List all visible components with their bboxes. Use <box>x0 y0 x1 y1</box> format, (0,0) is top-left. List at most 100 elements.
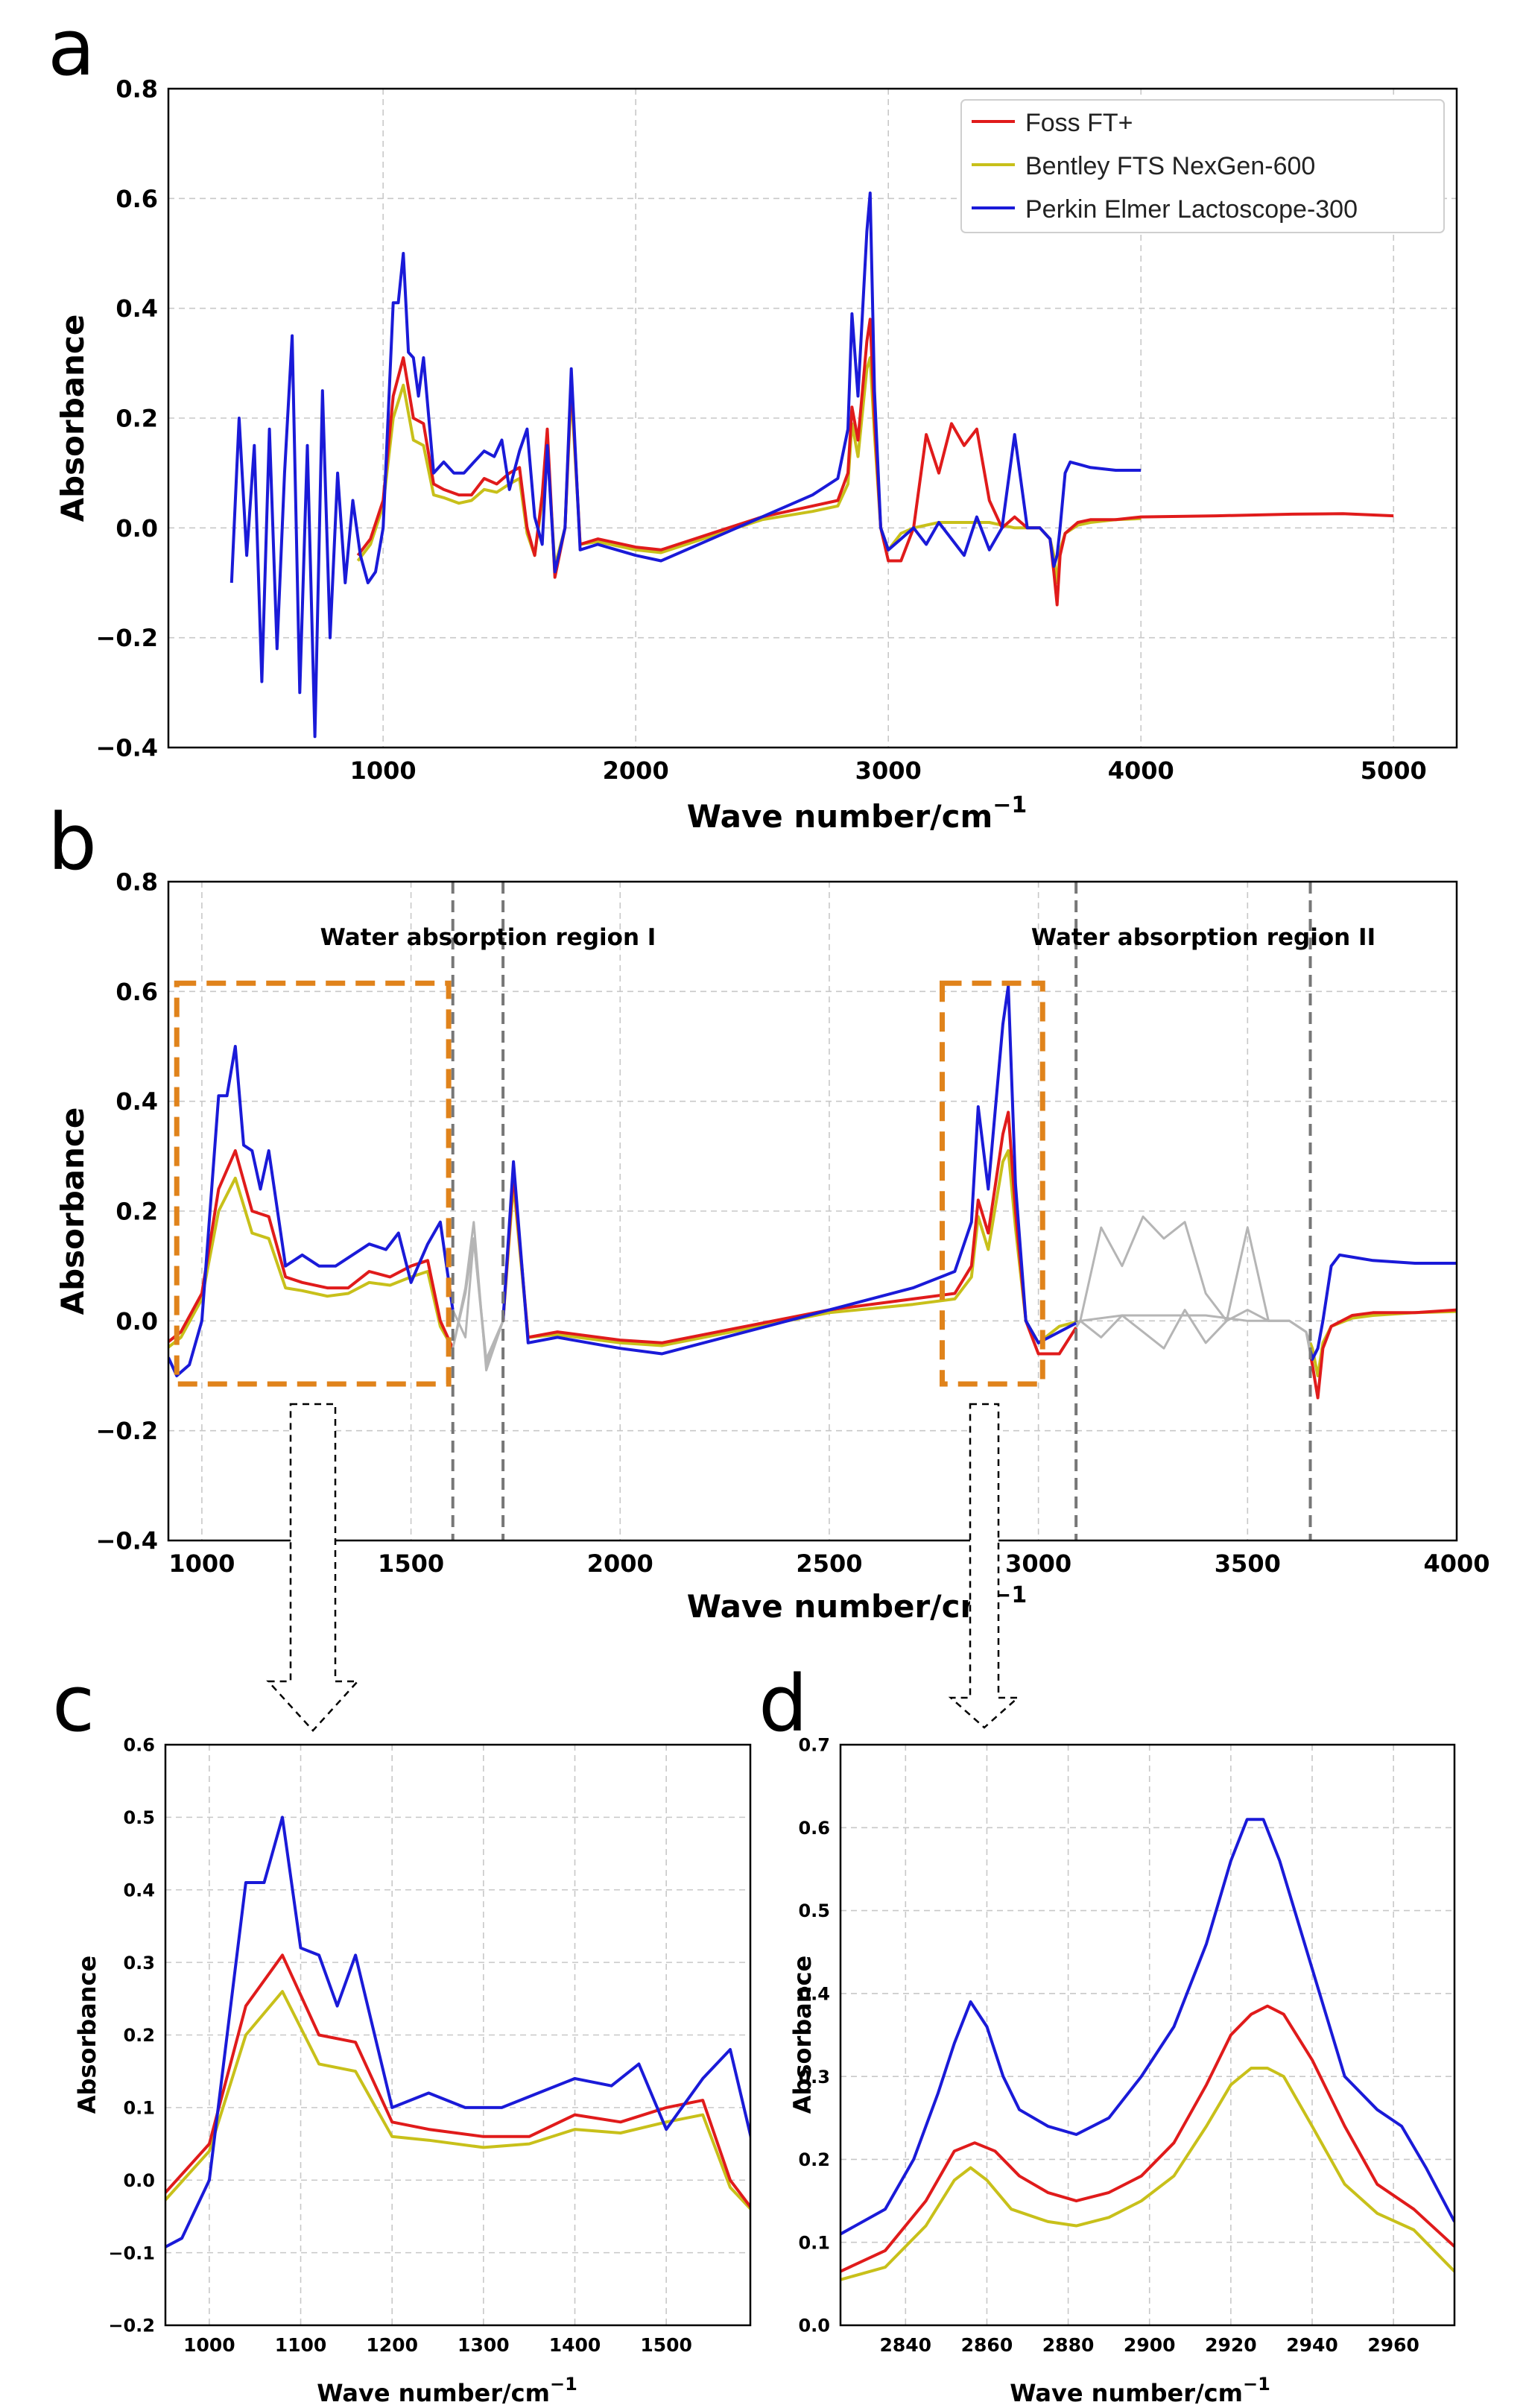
y-tick-label: 0.4 <box>123 1880 155 1900</box>
panel-d-grid <box>840 1744 1454 2326</box>
panel-a-ylabel: Absorbance <box>54 315 91 522</box>
panel-b-grid <box>168 881 1457 1541</box>
panel-d-ticks: 2840 2860 2880 2900 2920 2940 2960 0.0 0.1 0.2 0.3… <box>798 1735 1419 2356</box>
x-tick-label: 3000 <box>855 756 922 785</box>
series-perkin <box>165 1816 750 2249</box>
panel-a-frame <box>167 87 1458 749</box>
legend: Foss FT+ Bentley FTS NexGen-600 Perkin E… <box>960 99 1445 233</box>
x-tick-label: 2860 <box>961 2334 1013 2356</box>
series-foss <box>1308 1308 1457 1400</box>
series-foss <box>168 1149 455 1350</box>
panel-c-xlabel: Wave number/cm−1 <box>317 2374 577 2407</box>
y-tick-label: 0.1 <box>123 2098 155 2119</box>
y-tick-label: −0.4 <box>96 1527 159 1555</box>
x-tick-label: 2960 <box>1367 2334 1419 2356</box>
x-tick-label: 1200 <box>366 2334 418 2356</box>
x-tick-label: 1500 <box>640 2334 692 2356</box>
water-region-1-label: Water absorption region I <box>320 924 656 951</box>
panel-a-xlabel: Wave number/cm−1 <box>687 792 1028 835</box>
y-tick-label: −0.4 <box>96 734 159 762</box>
x-tick-label: 2500 <box>796 1549 862 1578</box>
legend-box <box>960 99 1445 233</box>
y-tick-label: 0.1 <box>798 2232 830 2253</box>
x-tick-label: 3000 <box>1005 1549 1071 1578</box>
x-tick-label: 1500 <box>378 1549 444 1578</box>
x-tick-label: 2920 <box>1205 2334 1257 2356</box>
panel-d-xlabel: Wave number/cm−1 <box>1010 2374 1270 2407</box>
panel-c: c 1000 1100 1200 1300 1400 1500 −0.2 −0.1 0.0 0.1… <box>52 1658 752 2407</box>
x-tick-label: 2000 <box>603 756 669 785</box>
series-foss-masked <box>452 1221 504 1372</box>
y-tick-label: 0.6 <box>123 1735 155 1756</box>
x-tick-label: 2900 <box>1124 2334 1176 2356</box>
series-bentley-masked <box>1075 1314 1311 1344</box>
x-tick-label: 2880 <box>1042 2334 1095 2356</box>
x-tick-label: 3500 <box>1215 1549 1281 1578</box>
x-tick-label: 1100 <box>275 2334 327 2356</box>
panel-b-ylabel: Absorbance <box>54 1107 91 1315</box>
legend-label-perkin: Perkin Elmer Lactoscope-300 <box>1025 195 1358 224</box>
series-perkin <box>229 192 1142 739</box>
y-tick-label: 0.8 <box>115 75 158 104</box>
y-tick-label: −0.2 <box>108 2316 155 2336</box>
y-tick-label: 0.0 <box>123 2170 155 2191</box>
highlight-box <box>174 980 452 1387</box>
y-tick-label: 0.5 <box>123 1807 155 1828</box>
y-tick-label: 0.5 <box>798 1900 830 1921</box>
panel-d-ylabel: Absorbance <box>788 1956 817 2114</box>
y-tick-label: 0.4 <box>115 294 158 323</box>
x-tick-label: 2840 <box>880 2334 932 2356</box>
series-perkin-masked <box>1075 1226 1311 1350</box>
x-tick-label: 1000 <box>183 2334 235 2356</box>
panel-a-letter: a <box>48 2 95 93</box>
y-tick-label: 0.7 <box>798 1735 830 1756</box>
arrow-to-d <box>948 1403 1021 1729</box>
series-bentley <box>168 1176 455 1350</box>
series-foss <box>840 2004 1454 2273</box>
panel-b-letter: b <box>48 797 97 888</box>
panel-c-letter: c <box>52 1658 95 1749</box>
x-tick-label: 4000 <box>1423 1549 1489 1578</box>
y-tick-label: 0.8 <box>115 868 158 897</box>
y-tick-label: 0.2 <box>123 2025 155 2046</box>
series-perkin-masked <box>452 1237 504 1366</box>
y-tick-label: 0.3 <box>123 1953 155 1974</box>
y-tick-label: 0.2 <box>115 405 158 433</box>
series-bentley <box>840 2067 1454 2281</box>
panel-a: a 1000 2000 3000 4000 5000 −0.4 −0.2 0.0 0.2 0.4 0… <box>48 2 1458 835</box>
panel-d-frame <box>839 1743 1456 2327</box>
panel-c-frame <box>164 1743 752 2327</box>
series-perkin <box>840 1818 1454 2236</box>
x-tick-label: 2940 <box>1286 2334 1338 2356</box>
y-tick-label: 0.0 <box>798 2316 830 2336</box>
y-tick-label: 0.2 <box>798 2149 830 2170</box>
x-tick-label: 1000 <box>350 756 417 785</box>
series-perkin <box>1308 1253 1457 1361</box>
x-tick-label: 1400 <box>549 2334 601 2356</box>
panel-b-xlabel: Wave number/cm−1 <box>687 1582 1028 1625</box>
y-tick-label: 0.2 <box>115 1198 158 1226</box>
series-perkin <box>501 985 1077 1356</box>
panel-b-overlay <box>174 882 1312 1540</box>
y-tick-label: 0.4 <box>798 1983 830 2004</box>
y-tick-label: −0.1 <box>108 2243 155 2263</box>
arrow-to-c <box>266 1403 360 1732</box>
panel-b-frame <box>167 880 1458 1542</box>
x-tick-label: 1300 <box>458 2334 510 2356</box>
zoom-arrows <box>266 1403 1021 1732</box>
panel-b: b 1000 1500 2000 2500 3000 3500 4000 −0.4 −0.2 0.… <box>48 797 1490 1625</box>
y-tick-label: 0.6 <box>115 185 158 213</box>
x-tick-label: 1000 <box>168 1549 235 1578</box>
y-tick-label: 0.3 <box>798 2067 830 2088</box>
legend-label-foss: Foss FT+ <box>1025 109 1133 137</box>
series-foss-masked <box>1074 1215 1311 1354</box>
series-foss <box>165 1953 750 2210</box>
panel-d-letter: d <box>759 1658 808 1749</box>
series-bentley <box>356 356 1142 584</box>
series-bentley <box>165 1990 750 2211</box>
x-tick-label: 2000 <box>587 1549 653 1578</box>
y-tick-label: 0.6 <box>798 1818 830 1839</box>
y-tick-label: −0.2 <box>96 624 159 652</box>
highlight-box <box>940 980 1045 1387</box>
panel-c-lines <box>165 1816 750 2249</box>
